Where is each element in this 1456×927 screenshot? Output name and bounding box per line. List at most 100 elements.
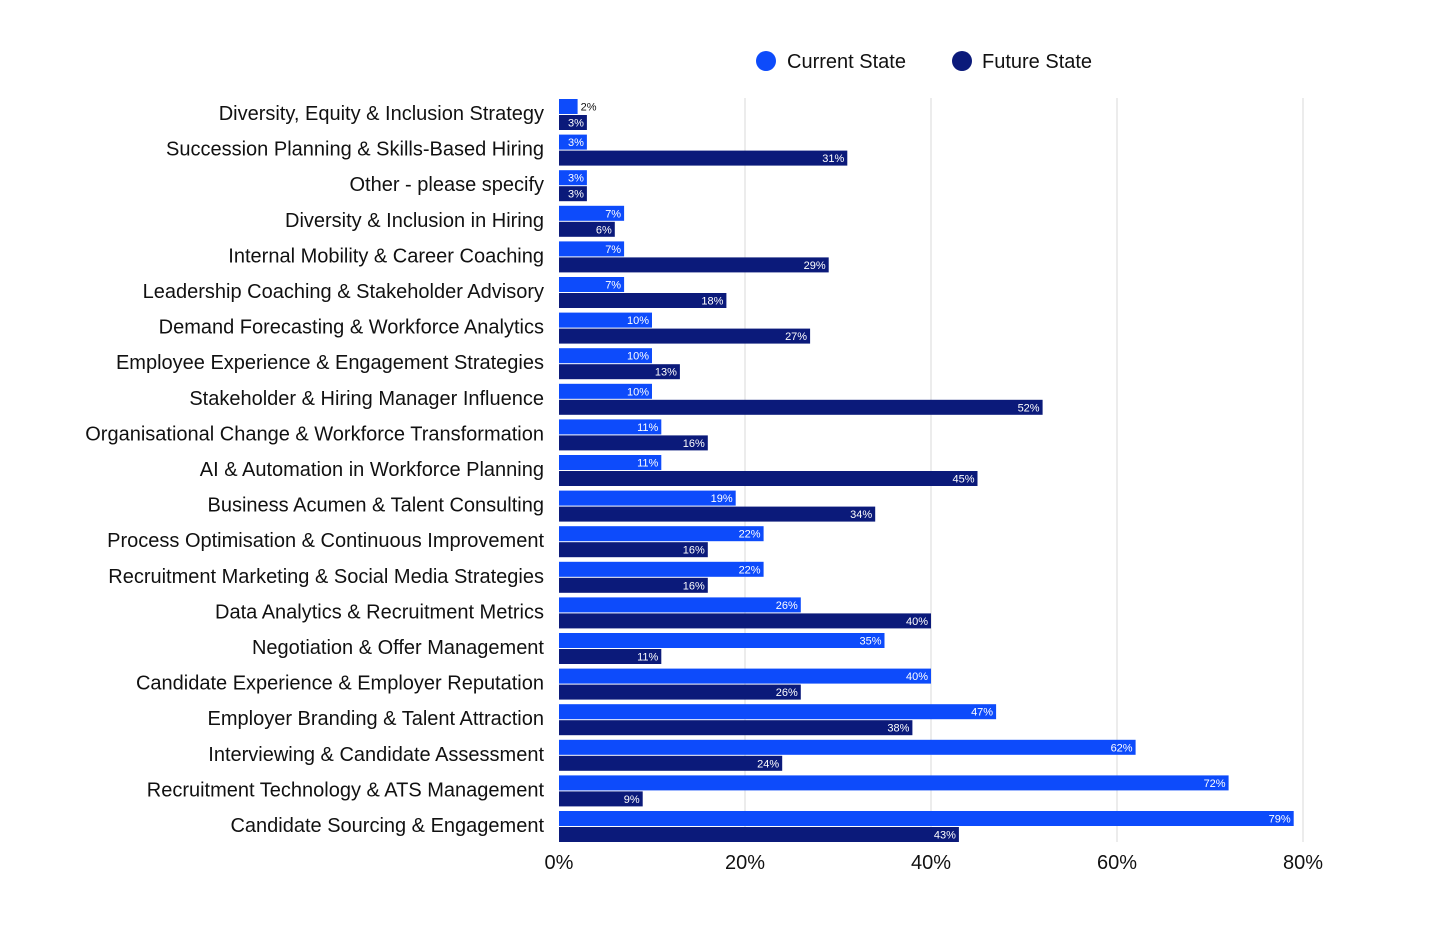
bar-current-state: [559, 775, 1229, 791]
bar-current-state: [559, 348, 652, 364]
data-label: 29%: [804, 260, 826, 272]
bar-current-state: [559, 134, 587, 150]
data-label: 22%: [739, 529, 761, 541]
bar-future-state: [559, 613, 931, 629]
bar-current-state: [559, 170, 587, 186]
bar-current-state: [559, 241, 625, 257]
data-label: 3%: [568, 118, 584, 130]
bar-future-state: [559, 506, 876, 522]
bar-current-state: [559, 811, 1294, 826]
data-label: 47%: [971, 707, 993, 719]
x-tick-label: 0%: [545, 852, 574, 874]
data-label: 7%: [605, 208, 621, 220]
data-label: 10%: [627, 315, 649, 327]
category-label: Demand Forecasting & Workforce Analytics: [159, 317, 544, 339]
legend: Current State Future State: [756, 51, 1092, 73]
bar-future-state: [559, 364, 680, 380]
bar-future-state: [559, 328, 811, 344]
category-label: Business Acumen & Talent Consulting: [208, 495, 545, 517]
x-tick-label: 40%: [911, 852, 951, 874]
data-label: 9%: [624, 794, 640, 806]
data-label: 16%: [683, 438, 705, 450]
legend-marker: [952, 51, 972, 71]
bar-current-state: [559, 633, 885, 648]
data-label: 11%: [637, 422, 658, 434]
data-label: 3%: [568, 173, 584, 185]
category-labels: Diversity, Equity & Inclusion Strategy Su…: [85, 103, 544, 837]
legend-marker: [756, 51, 776, 71]
category-label: Candidate Experience & Employer Reputati…: [136, 673, 544, 695]
data-label: 16%: [683, 545, 705, 557]
data-label: 72%: [1204, 778, 1226, 790]
bar-future-state: [559, 827, 959, 842]
data-label: 27%: [785, 331, 807, 343]
data-label: 16%: [683, 580, 705, 592]
data-label: 43%: [934, 830, 956, 842]
bar-current-state: [559, 739, 1136, 755]
bar-future-state: [559, 115, 587, 130]
data-label: 22%: [739, 564, 761, 576]
bar-current-state: [559, 526, 764, 542]
data-label: 26%: [776, 687, 798, 699]
bar-current-state: [559, 277, 625, 292]
data-label: 11%: [637, 458, 658, 470]
bar-future-state: [559, 186, 587, 202]
data-label: 24%: [757, 758, 779, 770]
data-label: 7%: [605, 280, 621, 292]
data-label: 2%: [581, 102, 597, 114]
bar-current-state: [559, 561, 764, 577]
category-label: Employer Branding & Talent Attraction: [208, 708, 544, 730]
category-label: Negotiation & Offer Management: [252, 637, 544, 659]
x-tick-label: 20%: [725, 852, 765, 874]
data-label: 38%: [887, 723, 909, 735]
bar-future-state: [559, 435, 708, 451]
data-label: 34%: [850, 509, 872, 521]
bar-future-state: [559, 684, 801, 700]
category-label: Diversity, Equity & Inclusion Strategy: [219, 103, 544, 125]
data-label: 35%: [859, 636, 881, 648]
category-label: Other - please specify: [349, 174, 544, 196]
data-label: 10%: [627, 386, 649, 398]
data-label: 31%: [822, 153, 844, 165]
category-label: Stakeholder & Hiring Manager Influence: [189, 388, 544, 410]
data-label: 62%: [1111, 742, 1133, 754]
bar-future-state: [559, 720, 913, 736]
data-label: 79%: [1269, 814, 1291, 826]
category-label: AI & Automation in Workforce Planning: [200, 459, 544, 481]
data-label: 26%: [776, 600, 798, 612]
bar-current-state: [559, 455, 662, 470]
bar-future-state: [559, 791, 643, 807]
data-label: 7%: [605, 244, 621, 256]
bar-current-state: [559, 99, 578, 114]
category-label: Process Optimisation & Continuous Improv…: [107, 530, 544, 552]
legend-label: Current State: [787, 51, 906, 73]
category-label: Employee Experience & Engagement Strateg…: [116, 352, 544, 374]
bar-future-state: [559, 577, 708, 593]
data-label: 13%: [655, 367, 677, 379]
bar-future-state: [559, 542, 708, 558]
category-label: Interviewing & Candidate Assessment: [208, 744, 544, 766]
bar-current-state: [559, 490, 736, 506]
x-tick-label: 60%: [1097, 852, 1137, 874]
data-label: 3%: [568, 189, 584, 201]
bar-current-state: [559, 597, 801, 613]
category-label: Succession Planning & Skills-Based Hirin…: [166, 139, 544, 161]
category-label: Data Analytics & Recruitment Metrics: [215, 601, 544, 623]
x-axis-ticks: 0% 20% 40% 60% 80%: [545, 852, 1324, 874]
category-label: Internal Mobility & Career Coaching: [228, 245, 544, 267]
category-label: Organisational Change & Workforce Transf…: [85, 423, 544, 445]
category-label: Candidate Sourcing & Engagement: [230, 815, 544, 837]
category-label: Leadership Coaching & Stakeholder Adviso…: [143, 281, 544, 303]
bar-future-state: [559, 150, 848, 166]
data-label: 3%: [568, 137, 584, 149]
legend-label: Future State: [982, 51, 1092, 73]
bars: 2% 3% 3% 31% 3% 3% 7% 6% 7% 29% 7% 18% 10% 27% 10% 13% 1…: [559, 99, 1294, 842]
bar-current-state: [559, 704, 997, 720]
category-label: Diversity & Inclusion in Hiring: [285, 210, 544, 232]
category-label: Recruitment Technology & ATS Management: [147, 779, 545, 801]
bar-future-state: [559, 257, 829, 273]
bar-future-state: [559, 293, 727, 308]
bar-current-state: [559, 383, 652, 399]
